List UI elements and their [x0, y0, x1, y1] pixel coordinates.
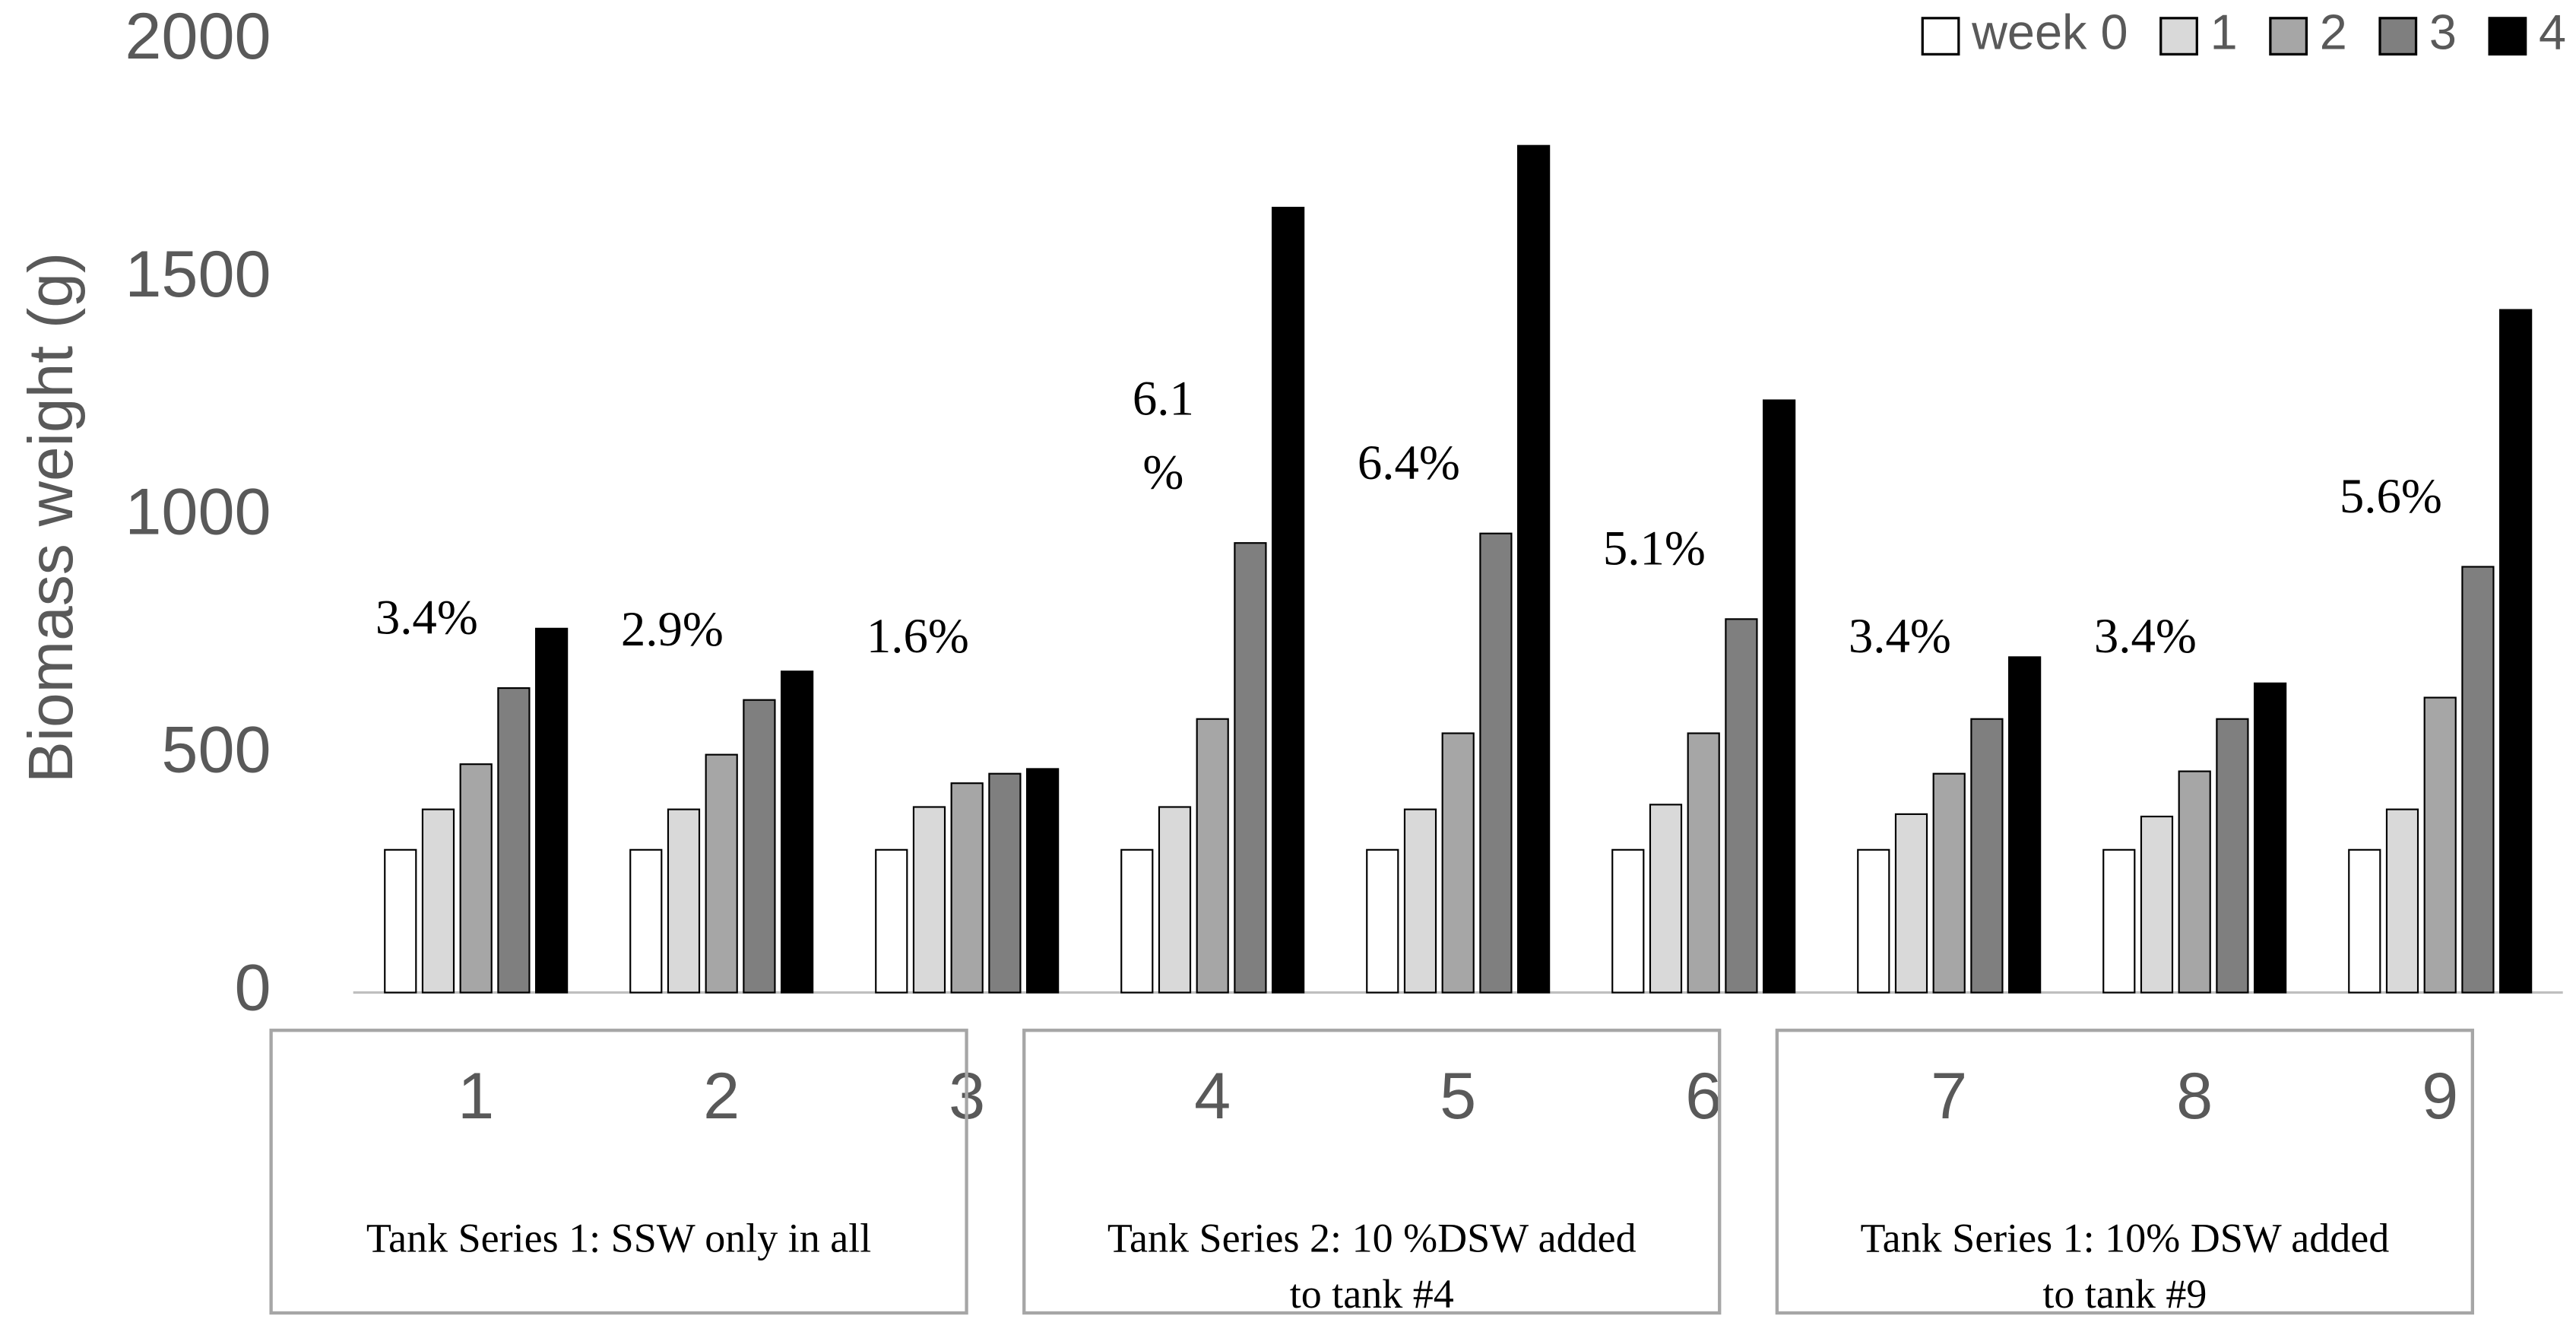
- annotation: 3.4%: [2094, 609, 2197, 664]
- bar: [629, 848, 663, 994]
- group-box: [1775, 1029, 2474, 1315]
- annotation: 2.9%: [621, 602, 724, 657]
- bar: [2499, 309, 2533, 994]
- annotation: 5.1%: [1603, 522, 1706, 576]
- bar: [497, 687, 531, 994]
- x-tick-label: 6: [1685, 1060, 1722, 1133]
- bar: [1366, 848, 1399, 994]
- bar: [1158, 806, 1192, 994]
- annotation: 6.1: [1133, 371, 1194, 426]
- legend-label: week 0: [1971, 5, 2128, 60]
- x-tick-label: 8: [2176, 1060, 2213, 1133]
- y-tick-label: 1500: [125, 238, 271, 311]
- group-box: [269, 1029, 968, 1315]
- bar: [2423, 696, 2457, 994]
- bar: [1611, 848, 1645, 994]
- bar: [875, 848, 908, 994]
- bar: [1517, 144, 1551, 994]
- bar: [1120, 848, 1154, 994]
- bar: [1272, 207, 1305, 994]
- x-tick-label: 5: [1440, 1060, 1476, 1133]
- legend-swatch: [2269, 17, 2308, 56]
- x-tick-label: 2: [703, 1060, 740, 1133]
- bar: [1687, 732, 1720, 994]
- bar: [1894, 813, 1928, 994]
- bar: [1725, 618, 1758, 994]
- bar: [1441, 732, 1475, 994]
- bar: [743, 699, 776, 994]
- x-tick-label: 1: [458, 1060, 494, 1133]
- legend-label: 4: [2539, 5, 2566, 60]
- bar: [2461, 566, 2495, 994]
- bar: [384, 848, 417, 994]
- bar: [1196, 718, 1229, 994]
- y-tick-label: 500: [161, 714, 271, 787]
- bar: [1234, 542, 1267, 994]
- legend-label: 1: [2210, 5, 2238, 60]
- bar: [2254, 682, 2287, 994]
- bar: [1403, 808, 1437, 994]
- bar: [912, 806, 946, 994]
- bar: [667, 808, 701, 994]
- y-tick-label: 0: [235, 951, 271, 1024]
- legend-swatch: [2378, 17, 2418, 56]
- bar: [421, 808, 455, 994]
- group-label: Tank Series 1: 10% DSW added: [1860, 1215, 2389, 1260]
- y-tick-label: 2000: [125, 0, 271, 73]
- bar: [2008, 656, 2042, 994]
- bar: [2178, 770, 2211, 994]
- bar: [950, 782, 984, 994]
- x-tick-label: 7: [1931, 1060, 1967, 1133]
- group-box: [1022, 1029, 1722, 1315]
- bar: [1857, 848, 1890, 994]
- group-label: to tank #4: [1290, 1271, 1454, 1317]
- y-axis-label: Biomass weight (g): [17, 252, 86, 783]
- bar: [1763, 399, 1796, 994]
- bar: [705, 753, 738, 994]
- annotation: 1.6%: [867, 609, 969, 664]
- legend-swatch: [2488, 17, 2527, 56]
- bar: [535, 627, 569, 994]
- legend-label: 3: [2429, 5, 2457, 60]
- annotation: 6.4%: [1358, 436, 1460, 490]
- group-label: Tank Series 2: 10 %DSW added: [1107, 1215, 1637, 1260]
- group-label: Tank Series 1: SSW only in all: [366, 1215, 871, 1260]
- annotation: 3.4%: [375, 590, 478, 645]
- legend-label: 2: [2320, 5, 2347, 60]
- legend-swatch: [1921, 17, 1960, 56]
- bar: [1649, 804, 1683, 994]
- bar: [1932, 772, 1966, 994]
- annotation: %: [1142, 446, 1183, 500]
- bar: [2102, 848, 2136, 994]
- bar: [2348, 848, 2381, 994]
- bar: [459, 763, 493, 994]
- bar: [1026, 768, 1060, 994]
- bar: [1970, 718, 2004, 994]
- y-tick-label: 1000: [125, 476, 271, 549]
- annotation: 5.6%: [2340, 469, 2442, 524]
- bar: [1479, 532, 1513, 994]
- bar: [781, 671, 814, 994]
- x-tick-label: 4: [1194, 1060, 1231, 1133]
- bar: [2140, 815, 2174, 994]
- bar: [2216, 718, 2249, 994]
- legend-swatch: [2159, 17, 2198, 56]
- bar: [988, 772, 1022, 994]
- group-label: to tank #9: [2042, 1271, 2207, 1317]
- annotation: 3.4%: [1849, 609, 1951, 664]
- x-tick-label: 9: [2422, 1060, 2458, 1133]
- bar: [2385, 808, 2419, 994]
